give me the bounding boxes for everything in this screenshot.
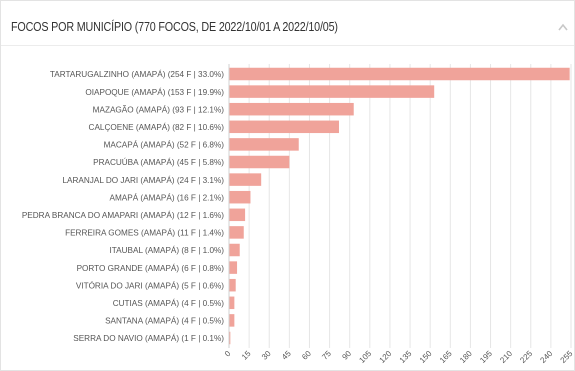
category-label: CUTIAS (AMAPÁ) (4 F | 0.5%) [113,298,225,308]
x-tick-label: 165 [438,349,454,365]
bar [229,208,246,222]
x-tick-label: 0 [223,349,233,359]
bar [229,314,235,327]
category-label: PEDRA BRANCA DO AMAPARI (AMAPÁ) (12 F | … [22,210,224,220]
bar [229,102,354,116]
category-label: LARANJAL DO JARI (AMAPÁ) (24 F | 3.1%) [62,175,224,185]
x-tick-label: 30 [260,349,273,362]
bar-chart: TARTARUGALZINHO (AMAPÁ) (254 F | 33.0%) O… [22,64,575,365]
bar [229,173,262,186]
category-label: ITAUBAL (AMAPÁ) (8 F | 1.0%) [110,245,225,255]
category-label: MAZAGÃO (AMAPÁ) (93 F | 12.1%) [93,104,225,114]
bar [229,120,339,134]
category-label: MACAPÁ (AMAPÁ) (52 F | 6.8%) [104,140,225,150]
bar [229,261,238,274]
bar [229,278,236,292]
x-tick-label: 60 [300,349,313,362]
x-tick-label: 195 [478,349,494,365]
panel-header: FOCOS POR MUNICÍPIO (770 FOCOS, DE 2022/… [1,1,574,46]
category-label: PRACUÚBA (AMAPÁ) (45 F | 5.8%) [93,157,224,167]
bar [229,138,299,151]
x-tick-label: 225 [518,349,534,365]
bar [229,67,570,81]
x-tick-label: 210 [498,349,514,365]
x-tick-label: 120 [378,349,394,365]
x-tick-label: 255 [559,349,575,365]
x-tick-label: 240 [538,349,554,365]
x-tick-label: 105 [357,349,373,365]
category-label: CALÇOENE (AMAPÁ) (82 F | 10.6%) [89,122,225,132]
category-label: PORTO GRANDE (AMAPÁ) (6 F | 0.8%) [77,263,225,273]
category-label: TARTARUGALZINHO (AMAPÁ) (254 F | 33.0%) [50,69,224,79]
bar [229,331,231,345]
x-tick-label: 90 [340,349,353,362]
x-tick-label: 150 [418,349,434,365]
bar [229,155,290,169]
x-tick-label: 75 [320,349,333,362]
bar [229,190,251,204]
bar [229,85,435,98]
bar [229,226,244,239]
x-tick-label: 180 [458,349,474,365]
category-label: FERREIRA GOMES (AMAPÁ) (11 F | 1.4%) [65,228,224,238]
category-label: SERRA DO NAVIO (AMAPÁ) (1 F | 0.1%) [73,333,224,343]
x-tick-label: 135 [398,349,414,365]
x-tick-label: 45 [280,349,293,362]
category-label: VITÓRIA DO JARI (AMAPÁ) (5 F | 0.6%) [76,280,224,290]
bar [229,296,235,310]
bar [229,243,240,257]
category-label: SANTANA (AMAPÁ) (4 F | 0.5%) [105,316,224,326]
category-label: OIAPOQUE (AMAPÁ) (153 F | 19.9%) [85,87,224,97]
chevron-up-icon[interactable] [558,23,568,31]
panel-title: FOCOS POR MUNICÍPIO (770 FOCOS, DE 2022/… [11,20,338,34]
x-tick-label: 15 [240,349,253,362]
category-label: AMAPÁ (AMAPÁ) (16 F | 2.1%) [109,192,224,202]
